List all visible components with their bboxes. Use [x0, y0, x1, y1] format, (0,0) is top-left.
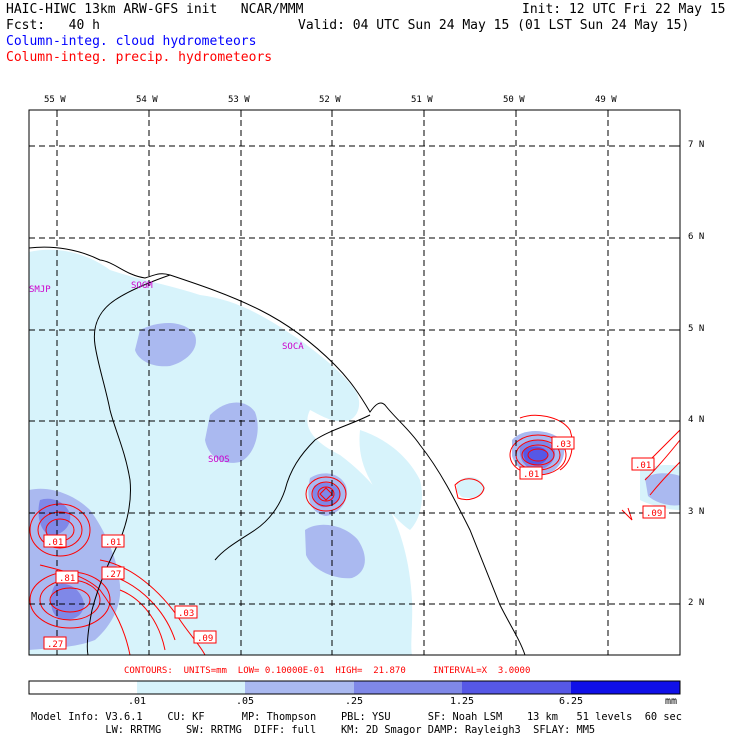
- axis-ticks: [56, 110, 680, 605]
- contour-info: CONTOURS: UNITS=mm LOW= 0.10000E-01 HIGH…: [124, 666, 531, 676]
- contour-label: .27: [43, 636, 67, 650]
- station-soca: SOCA: [282, 342, 304, 352]
- contour-label: .81: [55, 570, 79, 584]
- svg-text:.01: .01: [635, 461, 651, 471]
- contour-label: .27: [101, 566, 125, 580]
- model-info-line2: LW: RRTMG SW: RRTMG DIFF: full KM: 2D Sm…: [31, 724, 596, 736]
- legend-precip: Column-integ. precip. hydrometeors: [6, 50, 273, 65]
- contour-label: .09: [642, 505, 666, 519]
- svg-text:.03: .03: [555, 440, 571, 450]
- svg-text:.09: .09: [197, 634, 213, 644]
- model-title: HAIC-HIWC 13km ARW-GFS init NCAR/MMM: [6, 2, 304, 17]
- contour-label: .01: [631, 457, 655, 471]
- svg-text:.09: .09: [646, 509, 662, 519]
- graticule: [29, 110, 680, 655]
- colorbar-tick: .25: [345, 696, 364, 707]
- station-smjp: SMJP: [29, 285, 51, 295]
- contour-label: .03: [551, 436, 575, 450]
- colorbar-tick: .05: [236, 696, 255, 707]
- model-info-line1: Model Info: V3.6.1 CU: KF MP: Thompson P…: [31, 711, 682, 723]
- lon-label: 53 W: [228, 95, 250, 105]
- lat-label: 3 N: [688, 507, 705, 517]
- contour-label: .03: [174, 605, 198, 619]
- svg-text:.27: .27: [105, 570, 121, 580]
- lat-label: 7 N: [688, 140, 705, 150]
- svg-text:.01: .01: [105, 538, 121, 548]
- station-sogm: SOGM: [131, 281, 153, 291]
- svg-text:.27: .27: [47, 640, 63, 650]
- colorbar-tick: 6.25: [559, 696, 584, 707]
- lon-label: 50 W: [503, 95, 525, 105]
- contour-label: .09: [193, 630, 217, 644]
- legend-cloud: Column-integ. cloud hydrometeors: [6, 34, 257, 49]
- svg-text:.01: .01: [47, 538, 63, 548]
- lat-label: 6 N: [688, 232, 705, 242]
- lat-label: 2 N: [688, 598, 705, 608]
- station-labels: SMJP SOGM SOCA SOOS: [29, 281, 304, 465]
- svg-text:.03: .03: [178, 609, 194, 619]
- svg-text:.01: .01: [523, 470, 539, 480]
- coastline: [29, 246, 526, 655]
- shaded-field: [29, 249, 680, 655]
- contour-label: .01: [43, 534, 67, 548]
- contour-label: .01: [519, 466, 543, 480]
- colorbar-tick: .01: [128, 696, 147, 707]
- contour-label: .01: [101, 534, 125, 548]
- lon-label: 49 W: [595, 95, 617, 105]
- lon-label: 51 W: [411, 95, 433, 105]
- forecast-hour: Fcst: 40 h: [6, 18, 100, 33]
- lat-label: 4 N: [688, 415, 705, 425]
- contour-labels: .03 .01 .01 .09 .01 .01 .81 .27 .03 .09 …: [43, 436, 666, 650]
- colorbar-tick: 1.25: [450, 696, 475, 707]
- valid-time: Valid: 04 UTC Sun 24 May 15 (01 LST Sun …: [298, 18, 690, 33]
- lon-label: 54 W: [136, 95, 158, 105]
- station-soos: SOOS: [208, 455, 230, 465]
- lon-label: 52 W: [319, 95, 341, 105]
- lon-label: 55 W: [44, 95, 66, 105]
- lat-label: 5 N: [688, 324, 705, 334]
- precip-contours: [29, 414, 680, 655]
- colorbar: [28, 680, 681, 695]
- svg-text:.81: .81: [59, 574, 75, 584]
- plot-frame: [28, 109, 681, 656]
- colorbar-unit: mm: [665, 696, 678, 707]
- init-time: Init: 12 UTC Fri 22 May 15: [522, 2, 726, 17]
